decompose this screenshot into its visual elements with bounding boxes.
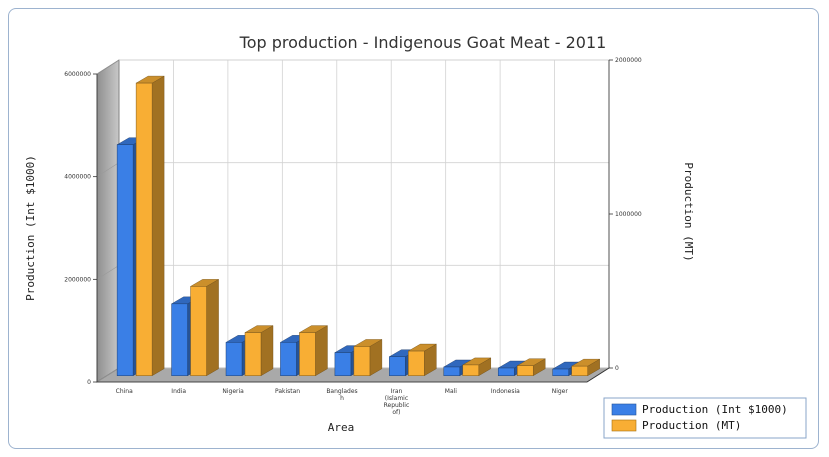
y-tick-label: 4000000: [64, 174, 91, 181]
bar-mt-4: [353, 339, 383, 377]
bar-int-7-front: [497, 367, 515, 376]
bar-int-6-front: [443, 366, 461, 376]
legend: Production (Int $1000) Production (MT): [603, 397, 807, 439]
bar-int-5-front: [389, 356, 406, 376]
y-axis-title: Production (Int $1000): [24, 155, 37, 301]
x-tick-label: India: [171, 388, 186, 395]
floor-edge-right: [586, 367, 610, 383]
side-wall: [96, 59, 120, 383]
x-tick-label: Indonesia: [491, 388, 520, 395]
bar-mt-1-front: [190, 286, 207, 376]
x-tick-label: Banglades h: [326, 388, 357, 402]
legend-label-production-mt: Production (MT): [642, 419, 741, 432]
bar-mt-3-front: [299, 332, 316, 376]
bar-int-3-front: [280, 342, 297, 376]
bar-mt-3: [298, 325, 329, 377]
bar-mt-0-front: [135, 82, 153, 376]
bar-mt-1-side: [206, 279, 219, 377]
y-tick-label: 0: [87, 379, 91, 386]
gridline-side: [96, 367, 120, 383]
bar-mt-8-front: [571, 365, 588, 376]
bars: [116, 75, 601, 377]
legend-box: [603, 397, 807, 439]
legend-swatch-production-int: [611, 403, 637, 416]
bar-mt-1: [189, 279, 220, 377]
bar-mt-5: [407, 343, 438, 377]
x-tick-label: Pakistan: [275, 388, 300, 395]
bar-mt-7: [516, 358, 546, 377]
bar-int-0-front: [116, 144, 134, 376]
bar-mt-7-front: [516, 365, 534, 376]
x-tick-label-line: India: [171, 388, 186, 395]
x-tick-label-line: Republic: [384, 402, 410, 409]
x-tick-label-line: Iran: [391, 388, 403, 395]
bar-mt-4-front: [353, 346, 371, 376]
legend-swatch-production-mt: [611, 419, 637, 432]
gridline-side: [96, 265, 120, 280]
x-tick-label-line: h: [340, 395, 344, 402]
x-tick-label: Mali: [445, 388, 458, 395]
x-tick-label: Iran (Islamic Republic of): [384, 388, 410, 416]
x-tick-label-line: Niger: [552, 388, 569, 395]
axes: [93, 59, 613, 383]
x-tick-label-line: Nigeria: [222, 388, 244, 395]
bar-mt-0: [135, 75, 165, 377]
y2-tick-label: 2000000: [615, 57, 642, 64]
bar-mt-8: [570, 358, 601, 377]
chart-title: Top production - Indigenous Goat Meat - …: [239, 33, 607, 52]
bar-mt-2-side: [260, 325, 274, 377]
bar-mt-2-front: [244, 332, 262, 376]
bar-mt-6-front: [462, 364, 480, 376]
x-tick-label: Niger: [552, 388, 569, 395]
x-tick-label-line: of): [392, 409, 400, 416]
tick-labels: 0 2000000 4000000 6000000 0 1000000 2000000 Chi…: [64, 57, 642, 416]
x-tick-label-line: China: [116, 388, 133, 395]
bar-mt-3-side: [315, 325, 328, 377]
x-axis-title: Area: [328, 421, 355, 434]
x-tick-label-line: Mali: [445, 388, 458, 395]
gridline-side: [96, 162, 120, 177]
y2-tick-label: 1000000: [615, 211, 642, 218]
x-tick-label-line: (Islamic: [385, 395, 408, 402]
x-tick-label: Nigeria: [222, 388, 244, 395]
y2-tick-label: 0: [615, 365, 619, 372]
x-tick-label-line: Indonesia: [491, 388, 520, 395]
bar-int-4-front: [334, 352, 352, 376]
bar-mt-5-front: [408, 350, 425, 376]
bar-mt-0-side: [151, 75, 165, 377]
x-tick-label: China: [116, 388, 133, 395]
y-tick-label: 2000000: [64, 276, 91, 283]
bar-int-1-front: [171, 303, 188, 376]
x-tick-label-line: Banglades: [326, 388, 357, 395]
y2-axis-title: Production (MT): [682, 162, 695, 261]
bar-int-2-front: [225, 342, 243, 376]
bar-mt-2: [244, 325, 274, 377]
y-tick-label: 6000000: [64, 71, 91, 78]
bar-int-8-front: [552, 368, 569, 376]
x-tick-label-line: Pakistan: [275, 388, 300, 395]
legend-label-production-int: Production (Int $1000): [642, 403, 788, 416]
gridline-side: [96, 59, 120, 75]
bar-mt-6: [462, 357, 492, 377]
